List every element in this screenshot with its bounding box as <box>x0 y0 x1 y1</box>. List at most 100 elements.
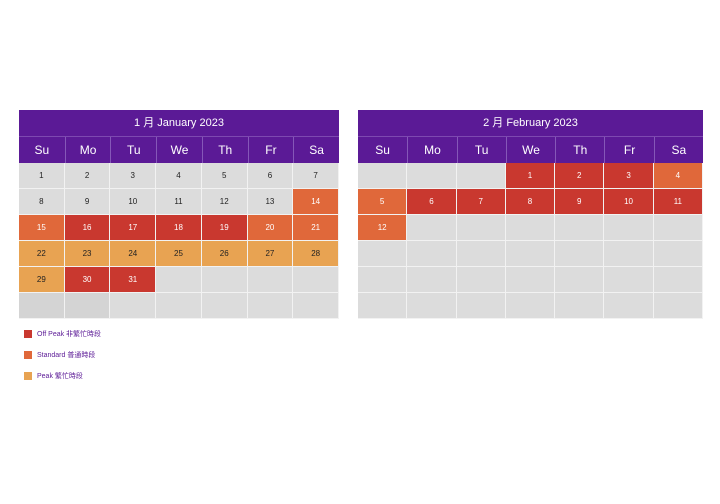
day-cell: 29 <box>19 267 65 293</box>
weekday-header: Su Mo Tu We Th Fr Sa <box>19 137 339 163</box>
day-cell: 14 <box>293 189 339 215</box>
day-cell: 3 <box>110 163 157 189</box>
day-cell: 28 <box>293 241 339 267</box>
weekday-label: We <box>505 137 555 163</box>
legend-label: Off Peak 非繁忙時段 <box>37 331 102 338</box>
empty-cell <box>555 267 605 293</box>
day-cell: 24 <box>110 241 157 267</box>
day-cell: 26 <box>201 241 248 267</box>
day-cell: 12 <box>201 189 248 215</box>
day-cell: 15 <box>19 215 65 241</box>
weekday-label: Th <box>555 137 604 163</box>
day-cell: 16 <box>64 215 111 241</box>
weekday-label: Th <box>201 137 248 163</box>
weekday-label: Tu <box>110 137 156 163</box>
weekday-label: We <box>156 137 202 163</box>
empty-cell <box>456 267 506 293</box>
empty-cell <box>64 293 111 319</box>
empty-cell <box>653 241 703 267</box>
empty-cell <box>407 241 457 267</box>
day-cell: 8 <box>505 189 556 215</box>
day-cell: 6 <box>407 189 457 215</box>
day-cell: 17 <box>110 215 157 241</box>
empty-cell <box>201 293 248 319</box>
day-cell: 18 <box>156 215 202 241</box>
calendar-title: 1 月 January 2023 <box>19 110 339 137</box>
weekday-label: Sa <box>653 137 703 163</box>
empty-cell <box>604 293 654 319</box>
weekday-label: Mo <box>64 137 111 163</box>
weekday-label: Fr <box>247 137 294 163</box>
day-cell: 19 <box>201 215 248 241</box>
empty-cell <box>201 267 248 293</box>
empty-cell <box>407 293 457 319</box>
day-cell: 2 <box>555 163 605 189</box>
weekday-label: Fr <box>604 137 653 163</box>
empty-cell <box>604 215 654 241</box>
legend-item-off-peak: Off Peak 非繁忙時段 <box>24 327 101 341</box>
empty-cell <box>505 241 556 267</box>
legend-item-peak: Peak 繁忙時段 <box>24 369 101 383</box>
weekday-label: Tu <box>456 137 506 163</box>
empty-cell <box>156 267 202 293</box>
day-cell: 3 <box>604 163 654 189</box>
empty-cell <box>555 293 605 319</box>
empty-cell <box>407 163 457 189</box>
empty-cell <box>110 293 157 319</box>
day-grid: 1 2 3 4 5 6 7 8 9 10 11 12 13 14 15 16 17 18 19 20 21 22 23 24 2… <box>19 163 339 319</box>
day-cell: 1 <box>19 163 65 189</box>
day-cell: 13 <box>247 189 294 215</box>
calendar-february: 2 月 February 2023 Su Mo Tu We Th Fr Sa 1… <box>358 110 703 319</box>
weekday-label: Sa <box>293 137 339 163</box>
calendar-title: 2 月 February 2023 <box>358 110 703 137</box>
empty-cell <box>293 267 339 293</box>
day-cell: 6 <box>247 163 294 189</box>
empty-cell <box>456 293 506 319</box>
legend-item-standard: Standard 普通時段 <box>24 348 101 362</box>
empty-cell <box>505 267 556 293</box>
day-cell: 30 <box>64 267 111 293</box>
weekday-label: Su <box>34 143 50 157</box>
empty-cell <box>358 293 408 319</box>
swatch-standard <box>24 351 32 359</box>
day-cell: 4 <box>653 163 703 189</box>
day-cell: 27 <box>247 241 294 267</box>
day-cell: 7 <box>293 163 339 189</box>
day-cell: 22 <box>19 241 65 267</box>
day-grid: 1 2 3 4 5 6 7 8 9 10 11 12 <box>358 163 703 319</box>
empty-cell <box>604 267 654 293</box>
empty-cell <box>653 293 703 319</box>
empty-cell <box>555 241 605 267</box>
empty-cell <box>505 215 556 241</box>
day-cell: 10 <box>110 189 157 215</box>
empty-cell <box>19 293 65 319</box>
legend: Off Peak 非繁忙時段 Standard 普通時段 Peak 繁忙時段 <box>24 327 101 390</box>
legend-label: Peak 繁忙時段 <box>37 373 83 380</box>
day-cell: 23 <box>64 241 111 267</box>
empty-cell <box>653 267 703 293</box>
empty-cell <box>247 267 294 293</box>
day-cell: 31 <box>110 267 157 293</box>
empty-cell <box>358 163 408 189</box>
day-cell: 11 <box>156 189 202 215</box>
day-cell: 9 <box>64 189 111 215</box>
day-cell: 9 <box>555 189 605 215</box>
empty-cell <box>456 163 506 189</box>
day-cell: 5 <box>358 189 408 215</box>
empty-cell <box>407 215 457 241</box>
empty-cell <box>653 215 703 241</box>
day-cell: 7 <box>456 189 506 215</box>
empty-cell <box>247 293 294 319</box>
empty-cell <box>293 293 339 319</box>
weekday-label: Su <box>375 143 390 157</box>
weekday-label: Mo <box>407 137 456 163</box>
weekday-header: Su Mo Tu We Th Fr Sa <box>358 137 703 163</box>
empty-cell <box>505 293 556 319</box>
empty-cell <box>407 267 457 293</box>
day-cell: 2 <box>64 163 111 189</box>
day-cell: 11 <box>653 189 703 215</box>
day-cell: 12 <box>358 215 408 241</box>
day-cell: 5 <box>201 163 248 189</box>
legend-label: Standard 普通時段 <box>37 352 96 359</box>
